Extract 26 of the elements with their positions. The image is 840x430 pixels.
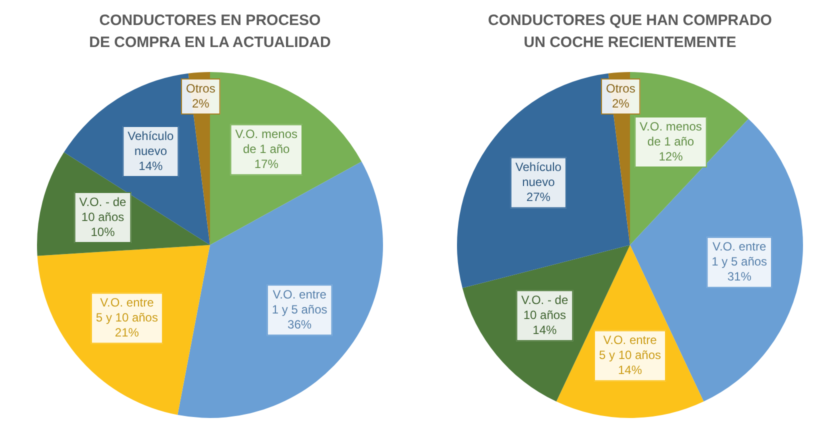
data-label: 21% [114, 326, 140, 340]
slice-label: V.O. menos de 1 año [235, 127, 298, 156]
slice-label: V.O. entre 1 y 5 años [712, 240, 768, 269]
data-label: 10% [90, 224, 116, 239]
slice-label: V.O. entre 1 y 5 años [272, 287, 328, 316]
data-label: 27% [526, 190, 551, 204]
slice-label: V.O. entre 5 y 10 años [96, 296, 158, 325]
slice-label: Vehículo nuevo [128, 128, 174, 158]
data-label: 2% [192, 96, 210, 110]
data-label: 14% [618, 363, 642, 378]
data-label: 14% [138, 158, 164, 173]
slice-label: Vehículo nuevo [515, 160, 562, 190]
slice-label: V.O. menos de 1 año [640, 119, 702, 148]
data-label: 36% [288, 317, 312, 332]
data-label: 2% [612, 96, 630, 110]
slice-label: Otros [606, 81, 636, 96]
slice-label: V.O. - de 10 años [521, 292, 568, 322]
chart-title: CONDUCTORES EN PROCESO DE COMPRA EN LA ACTUALIDAD [88, 11, 332, 53]
data-label: 14% [532, 322, 558, 337]
slice-label: V.O. - de 10 años [79, 194, 127, 224]
data-label: 31% [727, 270, 752, 284]
slice-label: V.O. entre 5 y 10 años [598, 333, 662, 362]
data-label: 12% [658, 149, 684, 164]
slice-label: Otros [186, 81, 216, 96]
data-label: 17% [254, 157, 279, 172]
chart-title: CONDUCTORES QUE HAN COMPRADO UN COCHE RECIENTEMENTE [487, 11, 773, 53]
